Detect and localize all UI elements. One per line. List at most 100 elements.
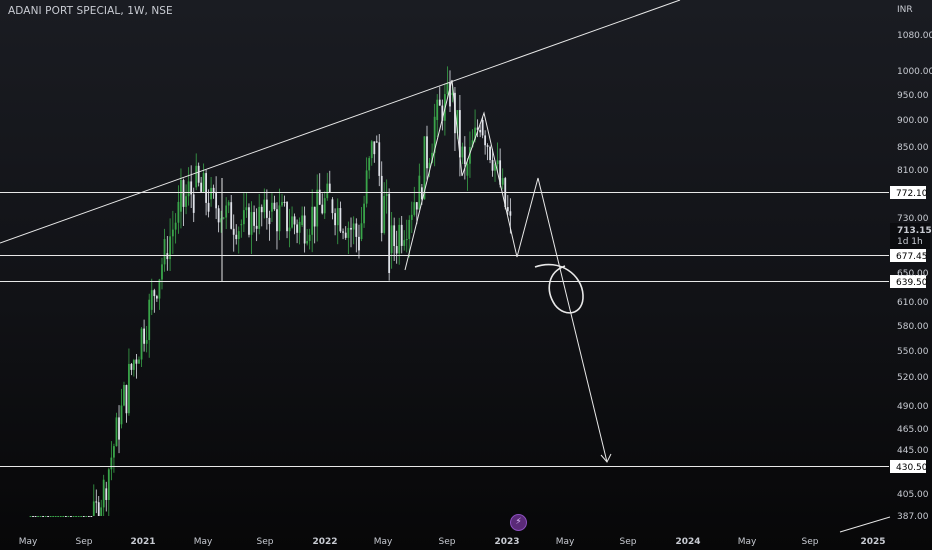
candle-body [491, 160, 494, 171]
candle-body [237, 231, 240, 240]
candle-body [499, 160, 502, 185]
candle-body [185, 196, 187, 207]
candle-body [197, 165, 200, 183]
candle-body [344, 232, 347, 238]
time-tick: Sep [76, 537, 93, 547]
time-tick: May [194, 537, 213, 547]
candle-body [52, 516, 55, 517]
candle-body [466, 163, 469, 176]
candle-body [132, 360, 135, 370]
candle-body [463, 146, 466, 165]
level-label-text: 677.45 [896, 252, 928, 262]
candle-body [59, 516, 62, 517]
candle-body [90, 516, 93, 517]
candle-body [288, 227, 291, 232]
time-tick: 2024 [675, 537, 700, 547]
candle-body [494, 163, 496, 171]
candle-body [143, 328, 145, 344]
price-tick: 650.00 [897, 269, 929, 279]
candle-body [29, 516, 32, 517]
candle-body [428, 162, 431, 169]
candle-body [32, 516, 34, 517]
candle-body [102, 479, 105, 508]
candle-body [148, 299, 151, 341]
time-tick: Sep [257, 537, 274, 547]
candle-body [456, 110, 459, 134]
candle-body [130, 363, 133, 370]
candle-body [410, 214, 413, 220]
candle-body [245, 207, 248, 211]
candle-body [67, 516, 70, 517]
lightning-icon[interactable]: ⚡ [510, 514, 527, 531]
level-label-text: 430.50 [896, 463, 928, 473]
candle-body [39, 516, 42, 517]
candle-body [276, 209, 278, 232]
candle-body [378, 142, 381, 176]
candle-body [489, 146, 491, 161]
level-label: 430.50 [890, 460, 928, 473]
candle-body [461, 146, 464, 158]
candle-body [163, 239, 166, 265]
candle-body [469, 147, 471, 164]
candle-body [481, 120, 484, 136]
candle-body [474, 127, 476, 141]
candle-body [182, 180, 185, 207]
candle-body [471, 140, 474, 148]
candle-body [339, 208, 342, 232]
candle-body [125, 385, 128, 414]
time-tick: May [556, 537, 575, 547]
candle-body [97, 502, 100, 516]
candle-body [82, 516, 85, 517]
candle-body [436, 99, 439, 120]
timeframe-badge: 1d 1h [897, 237, 923, 247]
candle-body [350, 227, 352, 230]
price-path-drawing [404, 79, 608, 463]
candle-body [230, 202, 233, 229]
candle-body [44, 516, 47, 517]
candle-body [180, 180, 182, 212]
candle-body [316, 189, 319, 227]
candle-body [190, 181, 193, 195]
symbol-title: ADANI PORT SPECIAL, 1W, NSE [8, 5, 173, 17]
candle-body [225, 205, 228, 218]
candle-body [113, 446, 115, 458]
candle-body [100, 507, 103, 516]
candle-body [177, 201, 180, 223]
candle-body [313, 206, 316, 227]
candle-body [506, 207, 509, 212]
candle-body [47, 516, 50, 517]
candle-body [303, 215, 306, 244]
candle-body [326, 183, 329, 199]
candle-body [195, 165, 198, 188]
candle-body [210, 187, 212, 200]
candle-body [155, 296, 158, 299]
upper-trendline [0, 0, 681, 244]
candle-body [72, 516, 75, 517]
price-tick: 550.00 [897, 347, 929, 357]
candle-body [291, 216, 293, 228]
price-tick: 465.00 [897, 425, 929, 435]
level-label-text: 772.10 [896, 189, 928, 199]
candle-body [166, 253, 169, 260]
candle-body [395, 246, 398, 254]
candle-body [37, 516, 39, 517]
candle-body [476, 127, 479, 130]
candle-body [54, 516, 57, 517]
candle-body [484, 135, 487, 146]
candle-body [255, 225, 258, 229]
price-axis: INR 1080.00 1000.00 950.00 900.00 850.00 810.0… [890, 5, 932, 522]
candle-body [380, 175, 383, 233]
candle-body [352, 223, 355, 230]
candle-body [370, 141, 373, 159]
candle-body [268, 217, 271, 225]
candle-body [212, 187, 215, 193]
time-tick: Sep [802, 537, 819, 547]
candle-body [375, 141, 378, 143]
price-tick: 950.00 [897, 91, 929, 101]
candle-body [385, 193, 388, 197]
candle-body [388, 193, 391, 273]
candle-body [171, 229, 174, 237]
price-tick: 730.00 [897, 214, 929, 224]
